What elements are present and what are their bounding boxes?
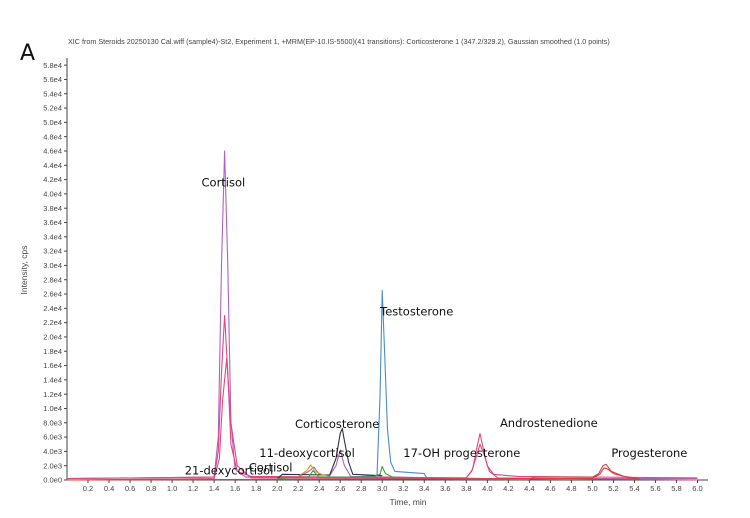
x-tick-label: 0.2: [83, 484, 93, 493]
peak-label: Androstenedione: [500, 416, 598, 430]
x-tick-label: 4.4: [524, 484, 534, 493]
y-tick-label: 2.4e4: [43, 304, 62, 313]
x-tick-label: 6.0: [692, 484, 702, 493]
peak-label: Cortisol: [202, 176, 246, 190]
x-tick-label: 4.2: [503, 484, 513, 493]
y-tick-label: 1.2e4: [43, 390, 62, 399]
y-tick-label: 6.0e3: [43, 433, 62, 442]
y-tick-label: 3.2e4: [43, 247, 62, 256]
y-tick-label: 1.6e4: [43, 361, 62, 370]
y-tick-label: 2.2e4: [43, 318, 62, 327]
y-tick-label: 4.4e4: [43, 161, 62, 170]
peak-label: 11-deoxycortisol: [259, 446, 354, 460]
trace-line-8: [66, 463, 640, 481]
x-tick-label: 0.6: [125, 484, 135, 493]
peak-label: Testosterone: [379, 304, 453, 318]
x-tick-label: 1.4: [209, 484, 219, 493]
plot-area: 0.0e0 2.0e3 4.0e3 6.0e3 8.0e3 1.0e4 1.2e4 1.4e4…: [43, 58, 708, 493]
trace-line-6: [297, 464, 330, 477]
y-tick-label: 2.0e4: [43, 333, 62, 342]
x-tick-label: 2.0: [272, 484, 282, 493]
chart-title: XIC from Steroids 20250130 Cal.wiff (sam…: [68, 37, 610, 46]
trace-line-4: [361, 289, 428, 479]
trace-line-2: [66, 314, 698, 480]
peak-label: 17-OH progesterone: [403, 446, 520, 460]
y-tick-label: 3.0e4: [43, 261, 62, 270]
x-tick-label: 1.6: [230, 484, 240, 493]
x-tick-label: 3.8: [461, 484, 471, 493]
x-tick-label: 5.4: [629, 484, 639, 493]
x-tick-label: 5.0: [587, 484, 597, 493]
y-tick-label: 2.0e3: [43, 461, 62, 470]
x-tick-label: 2.2: [293, 484, 303, 493]
y-tick-label: 4.6e4: [43, 147, 62, 156]
x-tick-label: 4.8: [566, 484, 576, 493]
x-tick-label: 1.2: [188, 484, 198, 493]
x-tick-label: 1.8: [251, 484, 261, 493]
trace-line-3: [66, 357, 698, 481]
peak-label: Progesterone: [611, 446, 687, 460]
x-axis-label: Time, min: [390, 497, 427, 507]
trace-line-9: [529, 467, 640, 480]
y-tick-label: 5.8e4: [43, 61, 62, 70]
y-tick-label: 4.2e4: [43, 175, 62, 184]
x-tick-label: 2.4: [314, 484, 324, 493]
panel-label: A: [20, 41, 35, 66]
y-tick-label: 3.4e4: [43, 232, 62, 241]
peak-label: Cortisol: [249, 460, 293, 474]
trace-line-7: [277, 465, 414, 480]
x-tick-label: 5.2: [608, 484, 618, 493]
x-tick-label: 4.6: [545, 484, 555, 493]
y-tick-label: 5.0e4: [43, 118, 62, 127]
y-tick-label: 3.6e4: [43, 218, 62, 227]
x-tick-label: 5.8: [671, 484, 681, 493]
y-tick-label: 1.0e4: [43, 404, 62, 413]
y-axis-label: Intensity, cps: [19, 246, 29, 295]
x-tick-label: 3.4: [419, 484, 429, 493]
x-tick-label: 5.6: [650, 484, 660, 493]
y-tick-label: 1.4e4: [43, 375, 62, 384]
y-tick-label: 5.6e4: [43, 75, 62, 84]
x-tick-label: 4.0: [482, 484, 492, 493]
x-tick-label: 2.6: [335, 484, 345, 493]
y-tick-label: 4.8e4: [43, 132, 62, 141]
peak-label: 21-dexycortisol: [185, 463, 274, 477]
y-tick-label: 5.2e4: [43, 104, 62, 113]
x-tick-label: 3.2: [398, 484, 408, 493]
x-tick-label: 0.4: [104, 484, 114, 493]
y-tick-label: 8.0e3: [43, 418, 62, 427]
y-tick-label: 2.6e4: [43, 290, 62, 299]
y-tick-label: 0.0e0: [43, 476, 62, 485]
x-tick-label: 3.0: [377, 484, 387, 493]
y-tick-label: 4.0e3: [43, 447, 62, 456]
y-tick-label: 3.8e4: [43, 204, 62, 213]
y-tick-label: 4.0e4: [43, 189, 62, 198]
x-tick-label: 2.8: [356, 484, 366, 493]
y-tick-label: 2.8e4: [43, 275, 62, 284]
peak-label: Corticosterone: [295, 417, 379, 431]
y-tick-label: 5.4e4: [43, 89, 62, 98]
x-tick-label: 0.8: [146, 484, 156, 493]
y-tick-label: 1.8e4: [43, 347, 62, 356]
x-tick-label: 1.0: [167, 484, 177, 493]
trace-line-5: [276, 427, 383, 480]
x-tick-label: 3.6: [440, 484, 450, 493]
